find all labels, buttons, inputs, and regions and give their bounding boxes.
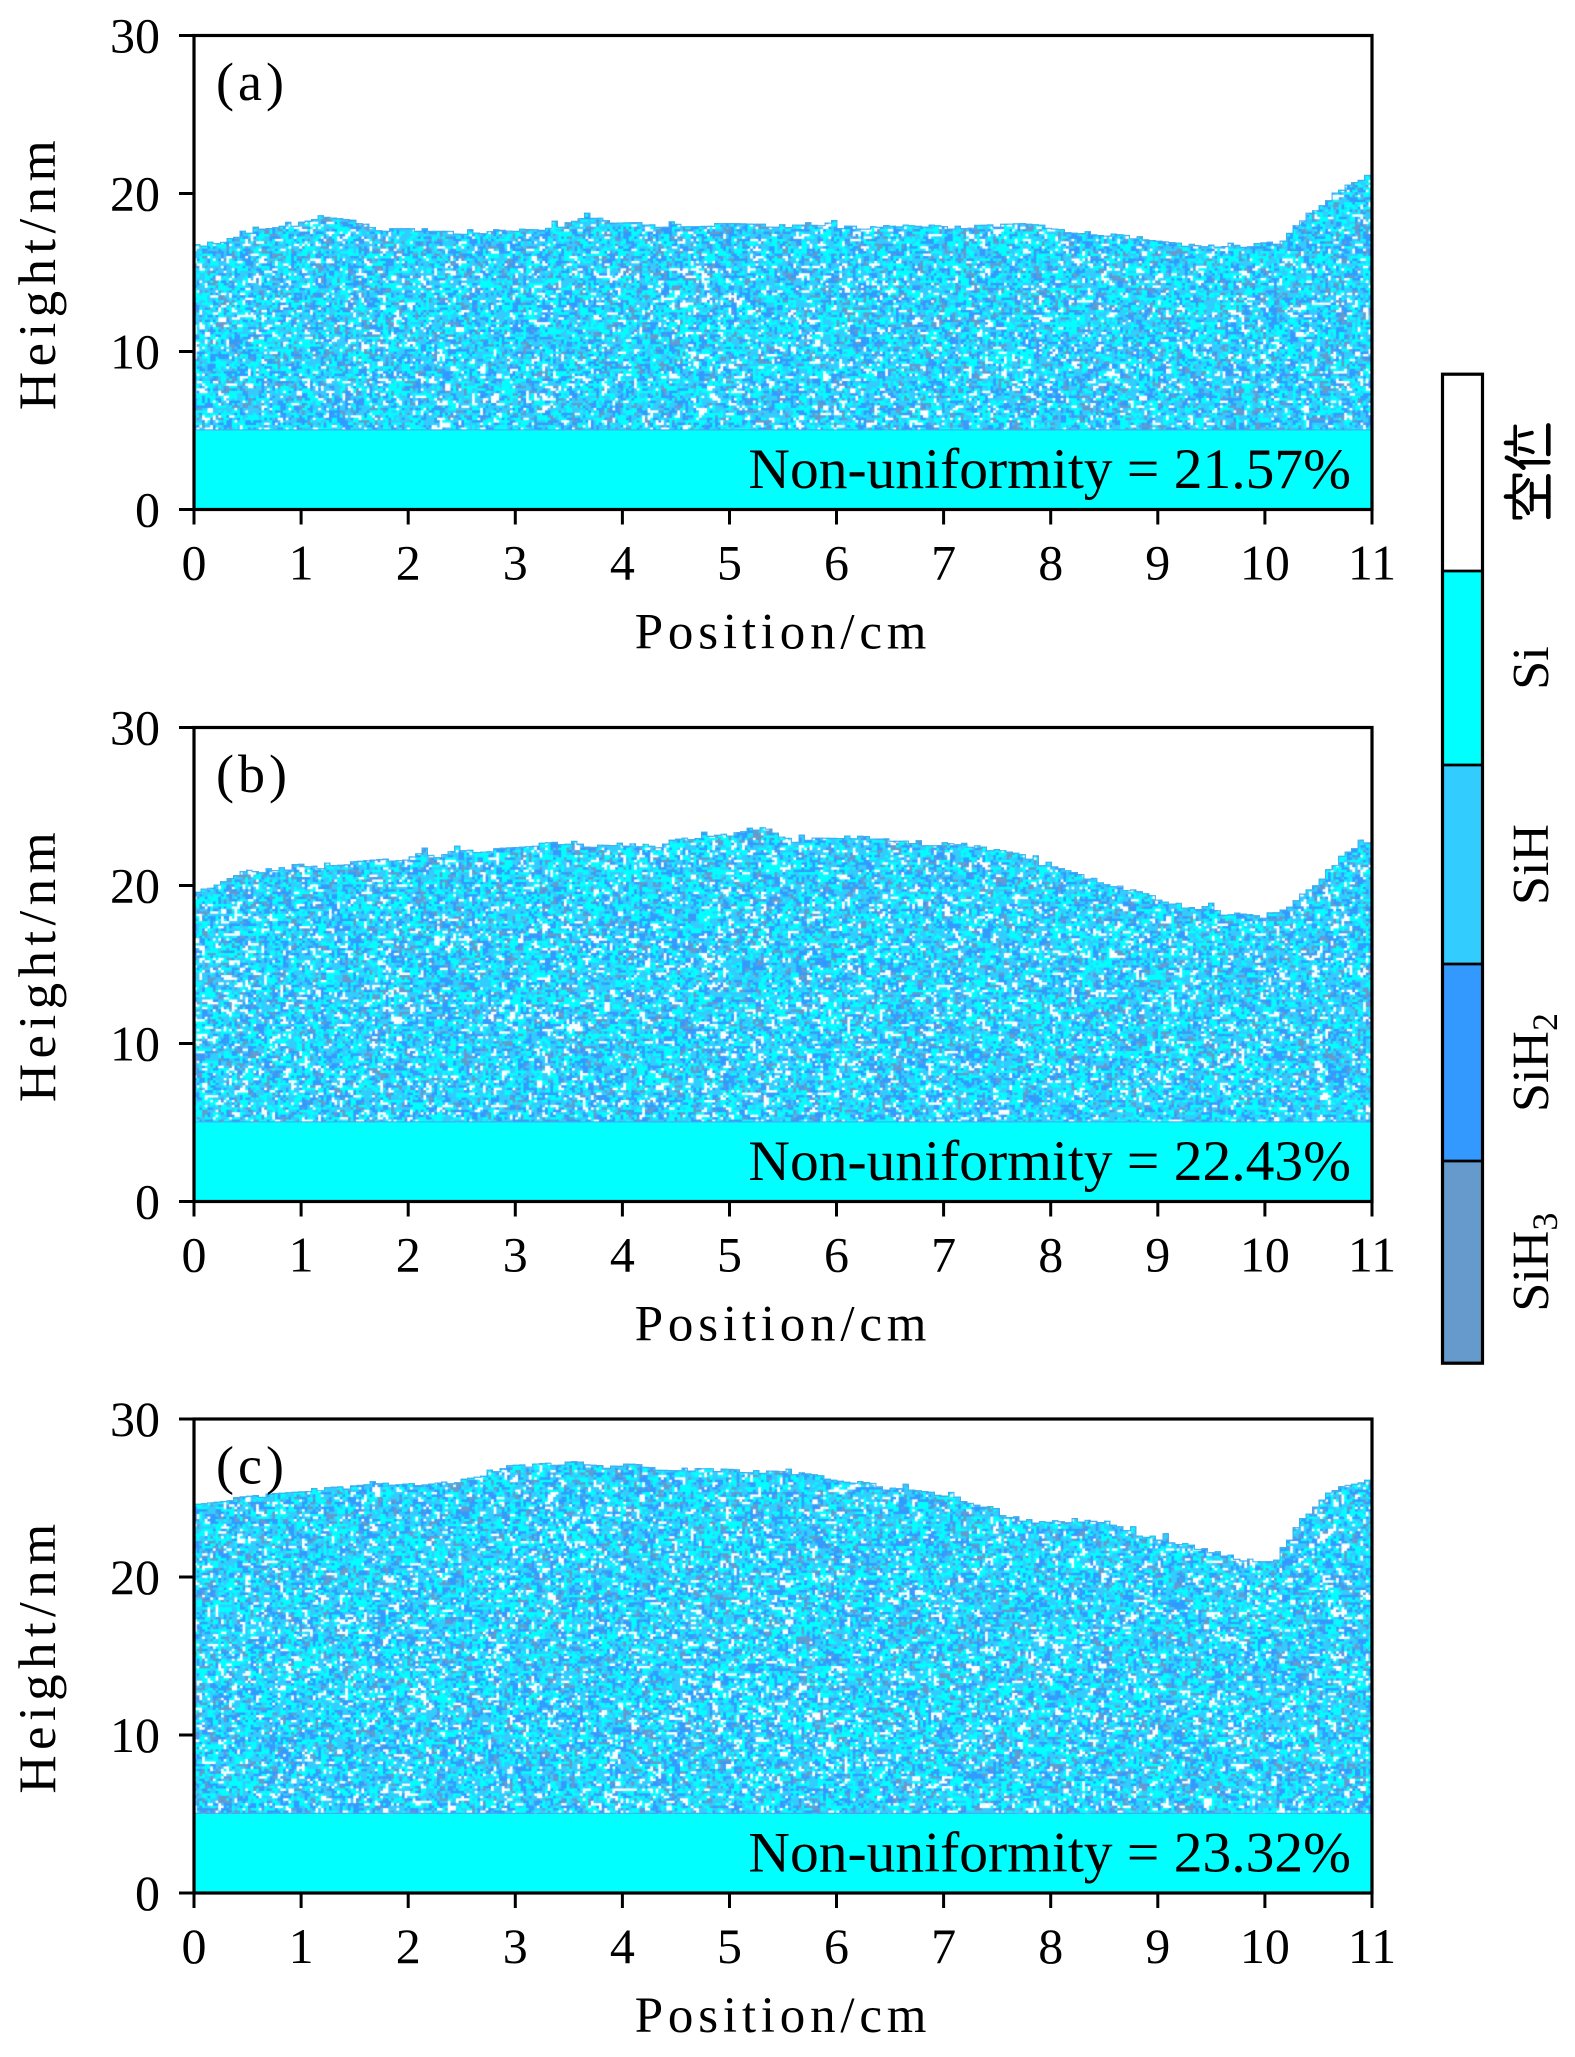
svg-text:10: 10	[1240, 535, 1290, 591]
svg-text:6: 6	[824, 535, 849, 591]
svg-text:3: 3	[503, 1227, 528, 1283]
svg-text:9: 9	[1145, 1227, 1170, 1283]
svg-text:3: 3	[503, 535, 528, 591]
svg-text:1: 1	[289, 535, 314, 591]
svg-text:0: 0	[182, 1918, 207, 1974]
svg-text:11: 11	[1348, 535, 1396, 591]
svg-text:(c): (c)	[216, 1436, 288, 1496]
svg-text:10: 10	[110, 1016, 160, 1072]
svg-text:30: 30	[110, 1391, 160, 1447]
svg-text:6: 6	[824, 1918, 849, 1974]
svg-text:7: 7	[931, 535, 956, 591]
svg-text:Position/cm: Position/cm	[635, 605, 932, 661]
svg-text:SiH: SiH	[1503, 824, 1560, 905]
svg-text:5: 5	[717, 1918, 742, 1974]
svg-text:Si: Si	[1503, 646, 1560, 689]
svg-text:Height/nm: Height/nm	[9, 135, 67, 410]
svg-text:0: 0	[135, 482, 160, 538]
svg-text:30: 30	[110, 8, 160, 64]
svg-text:9: 9	[1145, 535, 1170, 591]
svg-text:1: 1	[289, 1918, 314, 1974]
svg-text:4: 4	[610, 1227, 635, 1283]
svg-text:10: 10	[1240, 1918, 1290, 1974]
svg-text:2: 2	[396, 1227, 421, 1283]
svg-text:8: 8	[1038, 535, 1063, 591]
svg-text:4: 4	[610, 1918, 635, 1974]
svg-text:5: 5	[717, 535, 742, 591]
svg-text:10: 10	[110, 1707, 160, 1763]
svg-text:5: 5	[717, 1227, 742, 1283]
svg-text:3: 3	[503, 1918, 528, 1974]
svg-text:6: 6	[824, 1227, 849, 1283]
svg-text:(b): (b)	[216, 744, 291, 804]
svg-text:0: 0	[135, 1865, 160, 1921]
svg-text:0: 0	[182, 535, 207, 591]
svg-text:2: 2	[396, 1918, 421, 1974]
svg-text:7: 7	[931, 1918, 956, 1974]
svg-text:(a): (a)	[216, 52, 288, 112]
svg-text:Height/nm: Height/nm	[9, 827, 67, 1102]
svg-text:20: 20	[110, 166, 160, 222]
svg-text:Height/nm: Height/nm	[9, 1518, 67, 1793]
svg-text:30: 30	[110, 700, 160, 756]
svg-text:0: 0	[135, 1174, 160, 1230]
svg-text:20: 20	[110, 858, 160, 914]
svg-text:Position/cm: Position/cm	[635, 1297, 932, 1353]
svg-text:Position/cm: Position/cm	[635, 1988, 932, 2044]
svg-text:4: 4	[610, 535, 635, 591]
svg-text:8: 8	[1038, 1918, 1063, 1974]
svg-text:Non-uniformity = 22.43%: Non-uniformity = 22.43%	[748, 1130, 1351, 1193]
svg-text:10: 10	[1240, 1227, 1290, 1283]
svg-text:0: 0	[182, 1227, 207, 1283]
svg-text:20: 20	[110, 1549, 160, 1605]
svg-text:10: 10	[110, 324, 160, 380]
svg-text:2: 2	[396, 535, 421, 591]
svg-text:Non-uniformity = 21.57%: Non-uniformity = 21.57%	[748, 438, 1351, 501]
svg-text:7: 7	[931, 1227, 956, 1283]
svg-text:Non-uniformity = 23.32%: Non-uniformity = 23.32%	[748, 1821, 1351, 1884]
svg-text:11: 11	[1348, 1227, 1396, 1283]
svg-text:11: 11	[1348, 1918, 1396, 1974]
svg-text:1: 1	[289, 1227, 314, 1283]
svg-text:9: 9	[1145, 1918, 1170, 1974]
svg-text:8: 8	[1038, 1227, 1063, 1283]
